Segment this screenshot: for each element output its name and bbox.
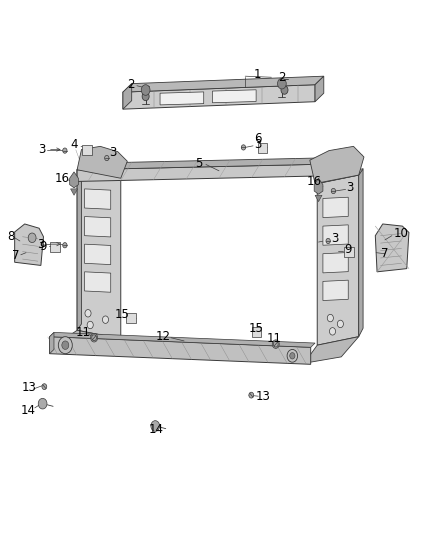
Text: 5: 5 <box>195 157 203 170</box>
Circle shape <box>249 392 254 398</box>
Circle shape <box>273 341 278 347</box>
Text: 3: 3 <box>254 138 262 151</box>
Bar <box>82 146 92 155</box>
Polygon shape <box>323 197 348 217</box>
Polygon shape <box>317 168 363 183</box>
Polygon shape <box>304 337 359 364</box>
Circle shape <box>329 328 336 335</box>
Circle shape <box>141 85 150 95</box>
Text: 10: 10 <box>394 227 409 240</box>
Circle shape <box>278 78 286 89</box>
Bar <box>252 327 261 337</box>
Polygon shape <box>160 92 204 105</box>
Text: 16: 16 <box>307 175 321 188</box>
Circle shape <box>62 341 69 350</box>
Text: 3: 3 <box>38 143 45 156</box>
Circle shape <box>290 353 295 359</box>
Circle shape <box>287 350 297 362</box>
Polygon shape <box>71 189 78 195</box>
Text: 15: 15 <box>115 308 130 321</box>
Polygon shape <box>123 85 315 109</box>
Polygon shape <box>315 76 324 102</box>
Circle shape <box>28 233 36 243</box>
Text: 11: 11 <box>76 326 91 339</box>
Polygon shape <box>14 224 43 265</box>
Circle shape <box>142 92 149 101</box>
Circle shape <box>92 335 96 341</box>
Polygon shape <box>123 84 132 109</box>
Text: 8: 8 <box>8 230 15 243</box>
Polygon shape <box>123 76 324 92</box>
Text: 13: 13 <box>255 390 270 403</box>
Polygon shape <box>323 280 348 301</box>
Circle shape <box>151 421 159 431</box>
Text: 2: 2 <box>279 71 286 84</box>
Circle shape <box>281 86 288 94</box>
Text: 7: 7 <box>12 249 20 262</box>
Text: 13: 13 <box>22 381 37 394</box>
Polygon shape <box>77 147 127 178</box>
Bar <box>126 313 136 323</box>
Circle shape <box>87 321 93 329</box>
Text: 14: 14 <box>148 423 164 435</box>
Circle shape <box>63 243 67 248</box>
Polygon shape <box>49 337 311 365</box>
Circle shape <box>241 145 246 150</box>
Polygon shape <box>77 164 359 181</box>
Polygon shape <box>375 224 409 272</box>
Polygon shape <box>323 225 348 245</box>
Polygon shape <box>85 189 111 209</box>
Circle shape <box>63 148 67 154</box>
Text: 3: 3 <box>110 146 117 159</box>
Polygon shape <box>85 216 111 237</box>
Text: 6: 6 <box>254 132 262 146</box>
Text: 11: 11 <box>266 332 282 345</box>
Text: 15: 15 <box>248 322 263 335</box>
Text: 4: 4 <box>70 138 78 151</box>
Polygon shape <box>49 333 54 354</box>
Polygon shape <box>77 157 363 169</box>
Polygon shape <box>85 244 111 264</box>
Polygon shape <box>310 147 364 183</box>
Polygon shape <box>57 330 121 350</box>
Polygon shape <box>85 272 111 292</box>
Bar <box>258 143 268 153</box>
Circle shape <box>326 238 330 244</box>
Circle shape <box>85 310 91 317</box>
Text: 14: 14 <box>21 403 36 416</box>
Text: 1: 1 <box>254 68 261 80</box>
Polygon shape <box>314 178 323 194</box>
Bar <box>50 242 60 252</box>
Circle shape <box>272 340 279 349</box>
Text: 16: 16 <box>54 172 69 185</box>
Circle shape <box>327 314 333 322</box>
Circle shape <box>102 316 109 324</box>
Text: 12: 12 <box>155 330 171 343</box>
Text: 9: 9 <box>39 240 46 253</box>
Polygon shape <box>212 90 256 103</box>
Circle shape <box>331 188 336 193</box>
Text: 3: 3 <box>37 238 44 251</box>
Circle shape <box>38 398 47 409</box>
Polygon shape <box>315 195 322 201</box>
Bar <box>344 247 354 257</box>
Circle shape <box>58 337 72 354</box>
Polygon shape <box>77 169 121 339</box>
Polygon shape <box>49 333 315 348</box>
Polygon shape <box>317 175 359 345</box>
Text: 3: 3 <box>332 232 339 245</box>
Text: 2: 2 <box>127 78 134 91</box>
Polygon shape <box>77 164 81 330</box>
Text: 9: 9 <box>344 243 352 256</box>
Circle shape <box>105 156 109 160</box>
Circle shape <box>91 334 98 342</box>
Circle shape <box>42 384 47 390</box>
Polygon shape <box>359 168 363 337</box>
Text: 3: 3 <box>346 181 353 195</box>
Text: 7: 7 <box>381 247 389 260</box>
Circle shape <box>337 320 343 328</box>
Polygon shape <box>323 253 348 273</box>
Polygon shape <box>70 172 78 188</box>
